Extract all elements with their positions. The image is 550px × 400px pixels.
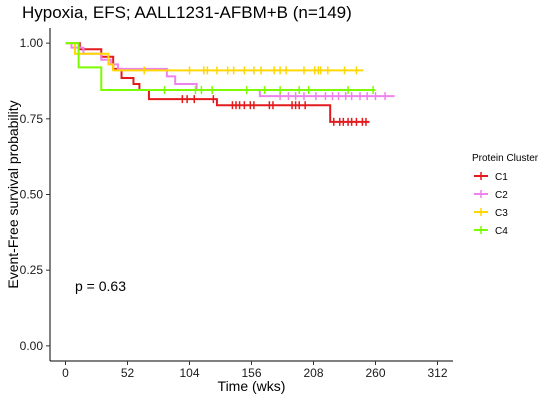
y-tick-label: 0.75	[20, 112, 44, 126]
legend-label: C2	[495, 190, 508, 201]
legend-label: C1	[495, 172, 508, 183]
y-tick-label: 0.25	[20, 263, 44, 277]
series-c1	[65, 42, 370, 126]
curve-c3	[65, 42, 364, 72]
legend-item-c3: C3	[474, 208, 508, 219]
legend-item-c1: C1	[474, 172, 508, 183]
x-axis-title: Time (wks)	[218, 378, 286, 394]
y-tick-label: 0.00	[20, 339, 44, 353]
p-value-annotation: p = 0.63	[75, 278, 126, 294]
y-tick-label: 1.00	[20, 36, 44, 50]
legend-title: Protein Cluster	[472, 153, 539, 164]
curve-c1	[65, 42, 370, 123]
y-axis-title: Event-Free survival probability	[5, 100, 21, 288]
x-tick-label: 208	[303, 366, 323, 380]
legend-item-c2: C2	[474, 190, 508, 201]
axes: 0.00 0.25 0.50 0.75 1.00 0 52 104 156 208 260 312 Ti…	[5, 28, 453, 394]
x-tick-label: 312	[427, 366, 447, 380]
series-c3	[65, 42, 364, 75]
x-tick-label: 156	[241, 366, 261, 380]
series-c2	[65, 42, 395, 101]
x-tick-label: 260	[365, 366, 385, 380]
series-c4	[65, 42, 376, 95]
curve-c4	[65, 42, 376, 92]
legend-label: C4	[495, 226, 508, 237]
x-tick-label: 0	[62, 366, 69, 380]
survival-curves	[65, 42, 395, 126]
x-tick-label: 52	[121, 366, 135, 380]
y-tick-label: 0.50	[20, 188, 44, 202]
chart-title: Hypoxia, EFS; AALL1231-AFBM+B (n=149)	[22, 3, 352, 22]
legend: Protein Cluster C1 C2 C3 C4	[472, 153, 539, 237]
legend-item-c4: C4	[474, 226, 508, 237]
curve-c2	[65, 42, 395, 98]
legend-label: C3	[495, 208, 508, 219]
x-tick-label: 104	[179, 366, 199, 380]
